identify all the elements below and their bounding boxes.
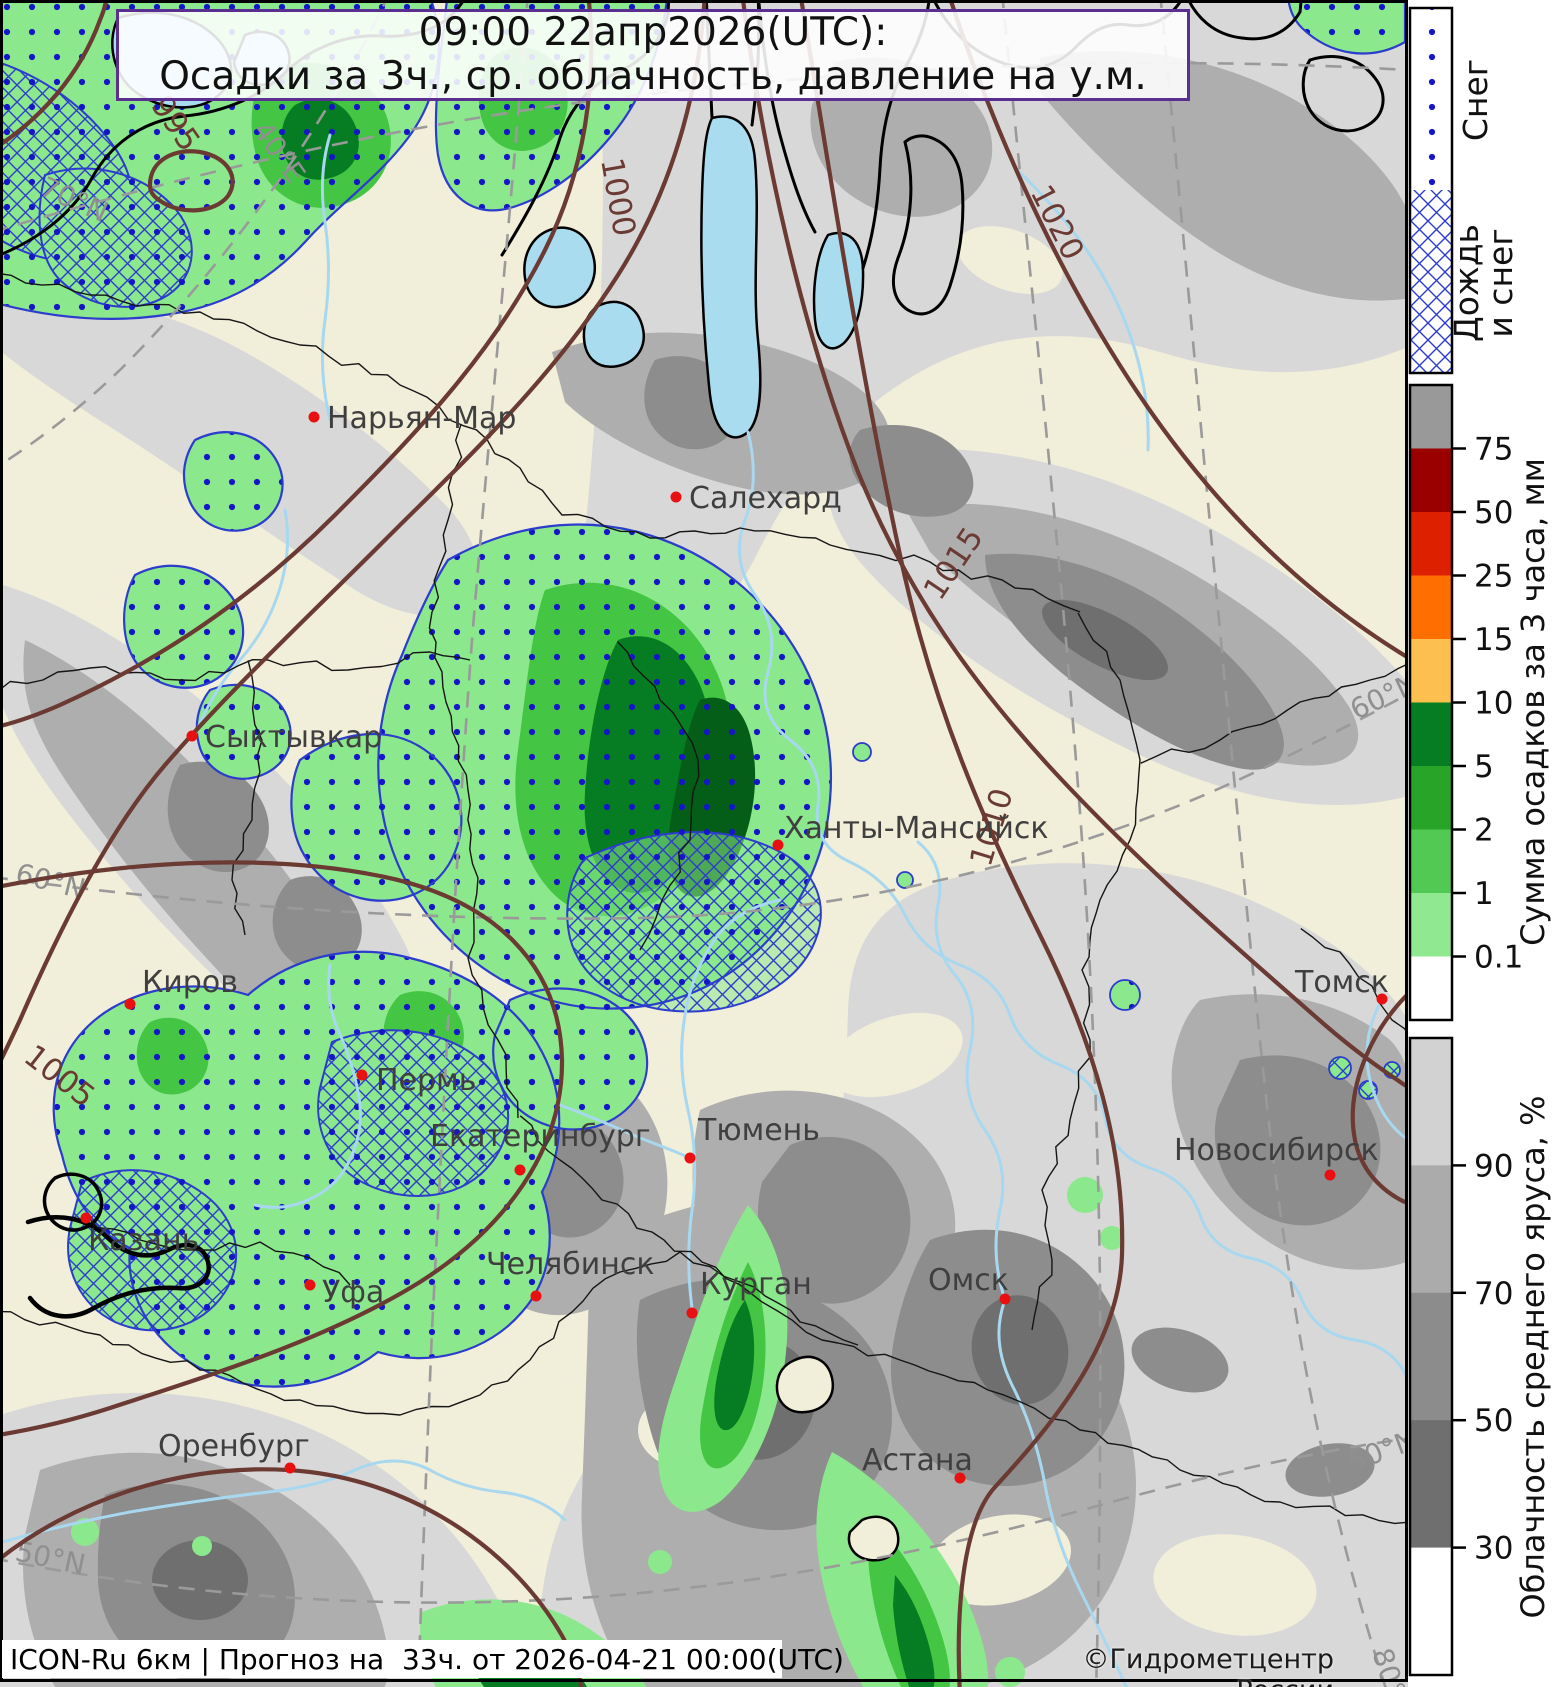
title-box: 09:00 22апр2026(UTC): Осадки за 3ч., ср.… — [116, 9, 1190, 101]
precip-colorbar-tick-label: 75 — [1474, 432, 1513, 468]
map-content: 70°N40°E60°N60°N50°N50°N80°E 99510001005… — [0, 0, 1408, 1687]
city-dot — [1376, 993, 1388, 1005]
precip-colorbar-segment — [1410, 702, 1452, 767]
city-label: Омск — [928, 1263, 1009, 1298]
cloud-colorbar-segment — [1410, 1165, 1452, 1294]
precip-colorbar-segment — [1410, 766, 1452, 831]
cloud-colorbar-segment — [1410, 1292, 1452, 1421]
city-label: Казань — [88, 1223, 199, 1258]
precip-colorbar-segment — [1410, 575, 1452, 640]
precip-colorbar-segment — [1410, 829, 1452, 894]
city-label: Екатеринбург — [430, 1119, 651, 1154]
city-label: Пермь — [376, 1063, 476, 1098]
cloud-colorbar-tick-label: 90 — [1474, 1148, 1513, 1184]
precip-colorbar-tick-label: 5 — [1474, 749, 1494, 785]
city-dot — [954, 1472, 966, 1484]
city-dot — [514, 1164, 526, 1176]
precip-colorbar-tick-label: 25 — [1474, 559, 1513, 595]
cloud-colorbar-tick-label: 70 — [1474, 1276, 1513, 1312]
city-dot — [684, 1152, 696, 1164]
snow-label: Снег — [1456, 59, 1495, 141]
title-line2: Осадки за 3ч., ср. облачность, давление … — [159, 54, 1147, 99]
precip-colorbar-title: Сумма осадков за 3 часа, мм — [1514, 458, 1552, 946]
cloud-colorbar: 90 70 50 30 — [1408, 1036, 1513, 1677]
precip-colorbar-tick-label: 2 — [1474, 813, 1494, 849]
city-dot — [124, 998, 136, 1010]
precip-colorbar-segment — [1410, 512, 1452, 577]
snow-legend: Снег Дождь и снег — [1408, 6, 1520, 375]
city-dot — [80, 1212, 92, 1224]
precip-colorbar-tick-label: 1 — [1474, 876, 1494, 912]
volga-river — [25, 1172, 211, 1319]
city-dot — [686, 1307, 698, 1319]
city-label: Томск — [1294, 965, 1389, 1000]
city-label: Челябинск — [486, 1247, 654, 1282]
city-dot — [284, 1462, 296, 1474]
cloud-colorbar-tick-label: 30 — [1474, 1531, 1513, 1567]
city-dot — [670, 491, 682, 503]
city-label: Астана — [862, 1443, 973, 1478]
city-label: Тюмень — [697, 1113, 820, 1148]
admin-border — [231, 660, 263, 936]
rain-streaks — [71, 1177, 1124, 1687]
cloud-colorbar-segment — [1410, 1038, 1452, 1166]
cities: Нарьян-Мар Салехард Сыктывкар Ханты-Мансийс… — [80, 401, 1389, 1484]
city-dot — [530, 1290, 542, 1302]
city-dot — [999, 1293, 1011, 1305]
city-dot — [772, 839, 784, 851]
admin-border — [0, 651, 471, 691]
map-border — [0, 0, 1408, 1682]
admin-borders — [0, 273, 1408, 1525]
city-label: Новосибирск — [1174, 1133, 1379, 1168]
precip-colorbar-segment — [1410, 956, 1452, 1021]
rain-snow-label-line2: и снег — [1481, 228, 1520, 337]
city-label: Салехард — [689, 481, 842, 516]
precip-colorbar: 75 50 25 15 10 5 2 1 0.1 — [1408, 383, 1523, 1022]
rivers — [0, 133, 1408, 1687]
precip-colorbar-tick-label: 50 — [1474, 495, 1513, 531]
admin-border — [519, 1115, 1408, 1525]
cloud-colorbar-tick-label: 50 — [1474, 1403, 1513, 1439]
city-label: Киров — [142, 965, 238, 1000]
city-label: Курган — [700, 1267, 812, 1302]
precip-colorbar-segment — [1410, 639, 1452, 704]
admin-border — [461, 424, 1081, 613]
admin-border — [1300, 928, 1408, 1037]
admin-border — [0, 273, 463, 426]
precip-colorbar-tick-label: 15 — [1474, 622, 1513, 658]
admin-border — [616, 641, 700, 951]
small-precip-cells — [852, 742, 1401, 1100]
precip-colorbar-segment — [1410, 385, 1452, 450]
cloud-colorbar-segment — [1410, 1547, 1452, 1676]
city-dot — [186, 730, 198, 742]
precip-colorbar-segment — [1410, 448, 1452, 513]
title-line1: 09:00 22апр2026(UTC): — [418, 10, 888, 55]
city-dot — [356, 1069, 368, 1081]
precip-colorbar-tick-label: 0.1 — [1474, 940, 1523, 976]
copyright: ©Гидрометцентр России — [1082, 1644, 1334, 1687]
city-label: Оренбург — [158, 1429, 310, 1464]
city-label: Нарьян-Мар — [327, 401, 516, 436]
footer-model-info: ICON-Ru 6км | Прогноз на 33ч. от 2026-04… — [2, 1640, 844, 1678]
cloud-colorbar-title: Облачность среднего яруса, % — [1514, 1096, 1552, 1619]
admin-border — [1140, 663, 1408, 764]
precip-layer — [0, 0, 1407, 1687]
admin-border — [428, 424, 519, 1119]
city-dot — [1324, 1169, 1336, 1181]
precip-colorbar-tick-label: 10 — [1474, 686, 1513, 722]
rain-snow-label-line1: Дождь — [1447, 224, 1486, 342]
city-label: Ханты-Мансийск — [784, 811, 1049, 846]
precip-colorbar-segment — [1410, 893, 1452, 958]
admin-border — [86, 1215, 351, 1286]
city-label: Уфа — [322, 1275, 384, 1310]
city-dot — [304, 1279, 316, 1291]
admin-border — [1031, 612, 1141, 1331]
cloud-colorbar-frame — [1408, 1036, 1454, 1677]
admin-border — [0, 1251, 859, 1416]
city-label: Сыктывкар — [205, 720, 382, 755]
cloud-colorbar-segment — [1410, 1420, 1452, 1549]
city-dot — [308, 411, 320, 423]
